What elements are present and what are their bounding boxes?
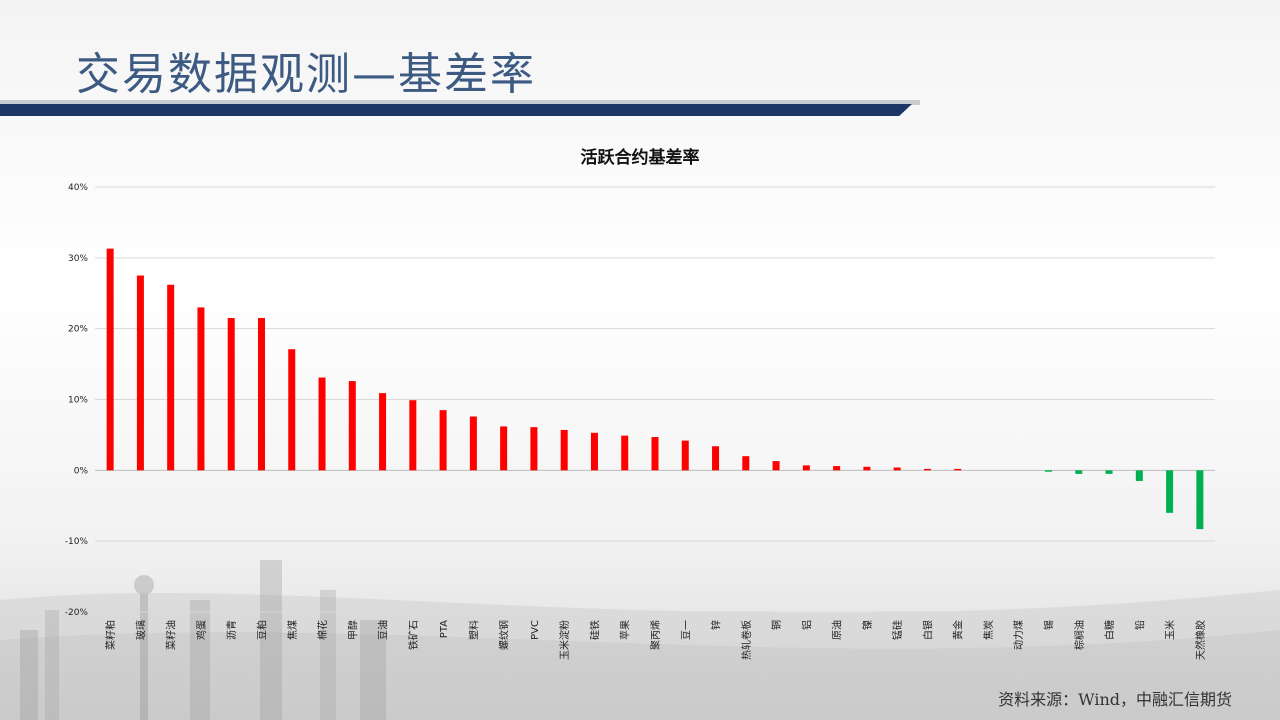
background-skyline-decoration [20,560,386,720]
x-tick-label: PTA [439,620,450,638]
bar [1166,470,1174,513]
bar [651,437,659,471]
background-wave-decoration [0,590,1280,720]
bar [1105,470,1113,474]
x-tick-label: 苹果 [619,620,632,640]
bar [712,446,720,471]
x-tick-label: 动力煤 [1012,620,1025,650]
x-tick-label: 聚丙烯 [649,620,662,650]
bar [681,440,689,471]
bar [348,381,356,471]
x-tick-label: 甲醇 [346,620,359,640]
bar [954,468,962,471]
x-tick-label: 白糖 [1103,620,1116,640]
x-tick-label: 铁矿石 [407,620,420,650]
bars [106,248,1204,530]
source-note: 资料来源：Wind，中融汇信期货 [998,690,1232,709]
x-tick-label: 豆一 [680,620,692,640]
y-tick-label: 30% [68,254,88,264]
x-tick-label: 棕榈油 [1073,620,1086,650]
bar [1135,470,1143,481]
x-tick-label: 菜籽油 [165,620,178,650]
gridlines [95,186,1215,613]
y-tick-label: -20% [65,608,89,618]
x-tick-label: 白银 [921,620,934,640]
x-tick-label: 热轧卷板 [740,620,753,660]
y-axis-ticks: 40% 30% 20% 10% 0% -10% -20% [65,183,89,618]
bar [621,435,629,471]
x-tick-label: 焦炭 [982,620,995,640]
bar [1045,470,1053,472]
x-tick-label: 铝 [801,620,813,630]
x-tick-label: 塑料 [467,620,480,640]
bar [590,432,598,471]
x-tick-label: 沥青 [225,620,238,640]
x-axis-ticks: 菜籽粕 玻璃 菜籽油 鸡蛋 沥青 豆粕 焦煤 棉花 甲醇 豆油 铁矿石 PTA 塑料 螺纹钢 PVC 玉米淀粉… [104,620,1207,660]
x-tick-label: 锰硅 [891,620,904,640]
x-tick-label: 焦煤 [286,620,299,640]
bar [923,468,931,471]
chart-title: 活跃合约基差率 [581,147,700,168]
bar [136,275,144,471]
title-underline-grey [0,100,920,105]
x-tick-label: 铅 [1133,620,1146,630]
bar [1196,470,1204,530]
x-tick-label: 玉米 [1164,620,1177,640]
x-tick-label: 玉米淀粉 [558,620,571,660]
y-tick-label: 40% [68,183,88,193]
bar [1075,470,1083,474]
x-tick-label: 黄金 [952,620,965,640]
x-tick-label: 锌 [710,620,723,630]
bar [833,466,841,471]
bar [530,427,538,471]
bar [863,466,871,471]
x-tick-label: 豆油 [377,620,390,640]
y-tick-label: 10% [68,396,88,406]
bar [742,456,750,471]
x-tick-label: 铜 [771,620,783,630]
x-tick-label: 棉花 [316,620,329,640]
bar [802,465,810,471]
x-tick-label: PVC [530,620,541,640]
bar [288,349,296,471]
y-tick-label: 0% [74,466,89,476]
x-tick-label: 螺纹钢 [498,620,511,650]
y-tick-label: 20% [68,325,88,335]
bar [318,377,326,471]
x-tick-label: 镍 [861,620,874,630]
bar [469,416,477,471]
x-tick-label: 锡 [1043,620,1056,630]
x-tick-label: 菜籽粕 [104,620,117,650]
bar [227,318,235,471]
bar [772,461,780,471]
bar [106,248,114,471]
bar [379,393,387,471]
bar [893,467,901,471]
bar [409,400,417,471]
y-tick-label: -10% [65,537,89,547]
title-underline-bar [0,104,912,116]
bar [197,307,205,471]
x-tick-label: 硅铁 [588,620,601,640]
bar [500,426,508,471]
x-tick-label: 鸡蛋 [195,620,208,640]
bar [439,410,447,471]
bar [167,284,175,471]
x-tick-label: 豆粕 [255,620,268,640]
x-tick-label: 天然橡胶 [1194,620,1207,660]
x-tick-label: 玻璃 [134,620,147,640]
bar [257,318,265,471]
page-title: 交易数据观测—基差率 [76,49,536,100]
bar [560,429,568,471]
x-tick-label: 原油 [831,620,844,640]
